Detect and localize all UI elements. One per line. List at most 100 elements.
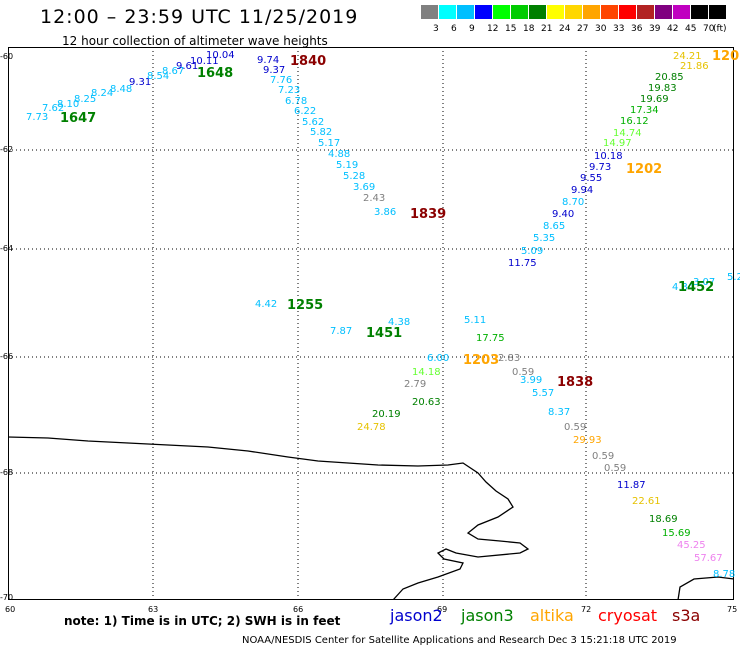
wave-height-value: 8.65	[543, 221, 566, 232]
wave-height-value: 10.11	[190, 56, 219, 67]
legend-label: 21	[541, 24, 553, 34]
wave-height-value: 5.11	[464, 315, 487, 326]
wave-height-value: 5.82	[310, 127, 333, 138]
wave-height-value: 8.24	[91, 88, 114, 99]
lat-tick-label: -68	[0, 468, 14, 477]
legend-swatch	[493, 5, 510, 19]
pass-time-label: 120	[712, 49, 740, 64]
coastline-east	[677, 576, 734, 600]
lon-tick-label: 63	[148, 605, 159, 614]
wave-height-value: 9.94	[571, 185, 594, 196]
pass-time-label: 1839	[410, 207, 447, 222]
wave-height-value: 0.59	[604, 463, 627, 474]
wave-height-value: 17.34	[630, 105, 659, 116]
legend-label: 6	[451, 24, 457, 34]
wave-height-value: 9.40	[552, 209, 575, 220]
chart-subtitle: 12 hour collection of altimeter wave hei…	[62, 34, 328, 48]
legend-label: 30	[595, 24, 607, 34]
lon-tick-label: 75	[727, 605, 738, 614]
satellite-cryosat: cryosat	[598, 606, 658, 625]
wave-height-value: 0.59	[592, 451, 615, 462]
chart-title: 12:00 – 23:59 UTC 11/25/2019	[40, 6, 359, 28]
wave-height-value: 19.83	[648, 83, 677, 94]
wave-height-value: 24.21	[673, 51, 702, 62]
pass-time-label: 1255	[287, 298, 324, 313]
wave-height-value: 20.85	[655, 72, 684, 83]
lon-tick-label: 66	[293, 605, 304, 614]
wave-height-value: 3.69	[353, 182, 376, 193]
lon-tick-label: 69	[437, 605, 448, 614]
legend-swatch	[691, 5, 708, 19]
wave-height-value: 2.43	[363, 193, 386, 204]
wave-height-value: 5.17	[318, 138, 341, 149]
wave-height-value: 22.61	[632, 496, 661, 507]
wave-height-value: 4.88	[328, 149, 351, 160]
map-frame	[8, 47, 734, 600]
wave-height-value: 4.34	[672, 282, 695, 293]
legend-swatch	[439, 5, 456, 19]
lat-tick-label: -66	[0, 352, 14, 361]
legend-unit: (ft)	[713, 24, 727, 34]
lat-tick-label: -64	[0, 244, 14, 253]
pass-time-label: 1451	[366, 326, 403, 341]
coastline	[8, 436, 530, 600]
legend-swatch	[601, 5, 618, 19]
wave-height-value: 17.75	[476, 333, 505, 344]
wave-height-value: 4.38	[388, 317, 411, 328]
wave-height-value: 29.93	[573, 435, 602, 446]
wave-height-value: 7.62	[42, 103, 65, 114]
wave-height-value: 3.86	[374, 207, 397, 218]
legend-label: 27	[577, 24, 589, 34]
lon-tick-label: 72	[581, 605, 592, 614]
pass-time-label: 1202	[626, 162, 663, 177]
wave-height-value: 8.67	[162, 66, 185, 77]
legend-label: 39	[649, 24, 661, 34]
wave-height-value: 5.35	[533, 233, 556, 244]
lon-tick-label: 60	[5, 605, 16, 614]
credit-line: NOAA/NESDIS Center for Satellite Applica…	[242, 635, 677, 646]
legend-swatch	[583, 5, 600, 19]
wave-height-value: 8.78	[713, 569, 736, 580]
lat-tick-label: -70	[0, 593, 14, 602]
wave-height-value: 8.37	[548, 407, 571, 418]
pass-time-label: 1452	[678, 280, 715, 295]
wave-height-value: 14.74	[613, 128, 642, 139]
wave-height-value: 21.86	[680, 61, 709, 72]
legend-swatch	[421, 5, 438, 19]
wave-height-value: 5.57	[532, 388, 555, 399]
wave-height-value: 6.22	[294, 106, 317, 117]
wave-height-value: 3.07	[693, 277, 716, 288]
wave-height-value: 10.18	[594, 151, 623, 162]
wave-height-value: 14.18	[412, 367, 441, 378]
wave-height-value: 9.73	[589, 162, 612, 173]
pass-time-label: 1648	[197, 66, 234, 81]
wave-height-value: 24.78	[357, 422, 386, 433]
satellite-altika: altika	[530, 606, 574, 625]
legend-label: 12	[487, 24, 499, 34]
legend-swatch	[529, 5, 546, 19]
wave-height-value: 3.99	[520, 375, 543, 386]
satellite-jason3: jason3	[461, 606, 514, 625]
wave-height-value: 14.97	[603, 138, 632, 149]
wave-height-value: 18.69	[649, 514, 678, 525]
pass-time-label: 1647	[60, 111, 97, 126]
legend-swatch	[673, 5, 690, 19]
pass-time-label: 1203	[463, 353, 500, 368]
wave-height-value: 7.87	[330, 326, 353, 337]
legend-swatch	[709, 5, 726, 19]
wave-height-value: 9.61	[176, 61, 199, 72]
legend-swatch	[619, 5, 636, 19]
wave-height-value: 5.09	[521, 246, 544, 257]
wave-height-value: 5.62	[302, 117, 325, 128]
wave-height-value: 16.12	[620, 116, 649, 127]
wave-height-value: 9.31	[129, 77, 152, 88]
wave-height-value: 7.73	[26, 112, 49, 123]
wave-height-value: 5.19	[336, 160, 359, 171]
legend-swatch	[547, 5, 564, 19]
legend-swatch	[457, 5, 474, 19]
graticule	[8, 47, 734, 600]
wave-height-value: 8.10	[57, 99, 80, 110]
wave-height-value: 11.87	[617, 480, 646, 491]
legend-label: 70	[703, 24, 715, 34]
legend-swatch	[475, 5, 492, 19]
